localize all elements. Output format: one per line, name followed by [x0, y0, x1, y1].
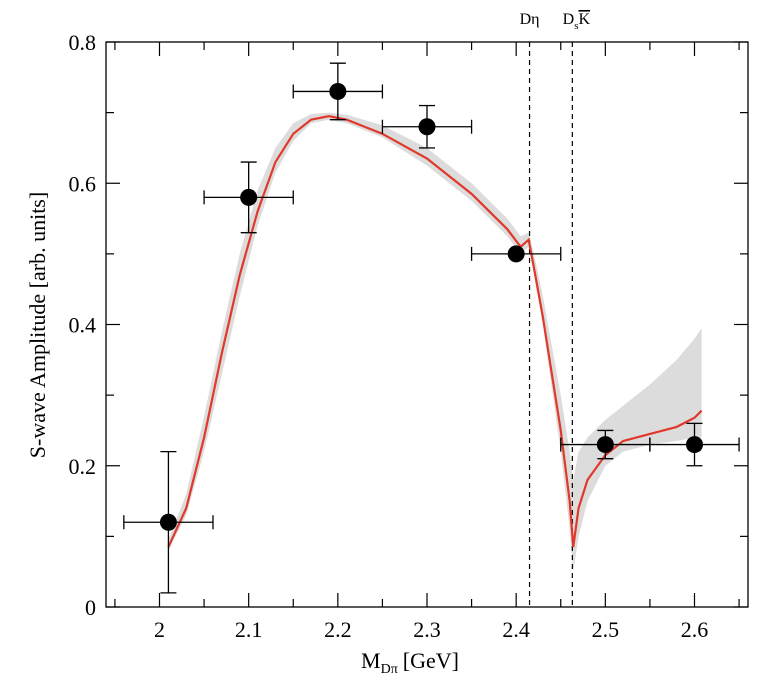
data-point — [686, 436, 703, 454]
x-tick-label: 2.6 — [681, 617, 709, 642]
x-tick-label: 2.4 — [502, 617, 530, 642]
data-point — [596, 436, 614, 454]
y-tick-label: 0 — [85, 595, 96, 620]
x-tick-label: 2.3 — [413, 617, 441, 642]
data-point — [507, 245, 525, 263]
y-tick-label: 0.2 — [69, 454, 97, 479]
x-tick-label: 2 — [154, 617, 165, 642]
error-band — [168, 112, 702, 572]
threshold-label: DsK — [563, 11, 591, 32]
x-tick-label: 2.5 — [592, 617, 620, 642]
data-point — [329, 82, 347, 100]
x-axis-label: MDπ [GeV] — [361, 648, 459, 677]
y-tick-label: 0.4 — [69, 313, 97, 338]
data-point — [159, 513, 177, 531]
data-point — [418, 118, 436, 136]
x-tick-label: 2.2 — [324, 617, 352, 642]
x-tick-label: 2.1 — [235, 617, 263, 642]
threshold-label: Dη — [520, 11, 540, 28]
y-tick-label: 0.8 — [69, 30, 97, 55]
y-axis-label: S-wave Amplitude [arb. units] — [25, 192, 50, 458]
y-tick-label: 0.6 — [69, 171, 97, 196]
data-point — [240, 188, 258, 206]
